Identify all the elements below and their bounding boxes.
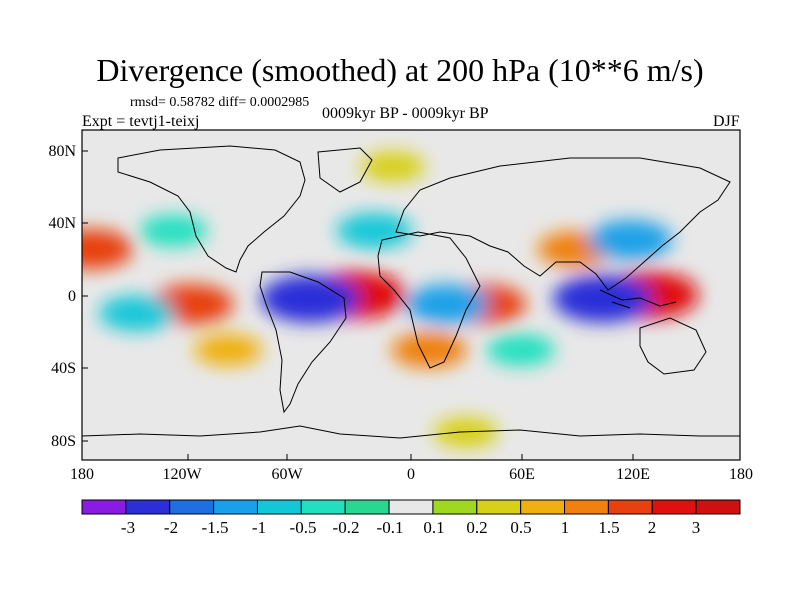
lon-label-60w: 60W (271, 466, 303, 483)
colorbar-swatch (81, 499, 127, 515)
colorbar-label: 0.5 (510, 518, 532, 537)
lat-label-80s: 80S (51, 433, 76, 450)
coastline-greenland (317, 147, 373, 193)
lat-label-40n: 40N (48, 215, 76, 232)
coastline-antarctica (82, 425, 740, 439)
coastline-eurasia (395, 157, 731, 291)
coastline-australia (639, 317, 707, 375)
colorbar-swatch (695, 499, 741, 515)
colorbar-swatch (213, 499, 258, 515)
colorbar-label: -1 (251, 518, 267, 537)
field-anomaly (194, 334, 263, 366)
lon-label-120e: 120E (616, 466, 650, 483)
colorbar-label: 2 (647, 518, 657, 537)
colorbar-swatch (388, 499, 434, 515)
colorbar-label: 1.5 (598, 518, 620, 537)
colorbar-swatch (300, 499, 346, 515)
colorbar-label: -0.5 (289, 518, 317, 537)
colorbar-label: 0.1 (423, 518, 445, 537)
field-anomaly (588, 220, 673, 260)
lon-label-0: 0 (407, 466, 415, 483)
colorbar-label: 3 (691, 518, 701, 537)
field-anomaly (98, 295, 175, 332)
experiment-label: Expt = tevtj1-teixj (82, 113, 200, 130)
field-anomaly (552, 274, 653, 323)
coastlines (82, 145, 740, 439)
field-anomaly (260, 274, 361, 323)
colorbar-label: -2 (163, 518, 179, 537)
colorbar-swatch (476, 499, 522, 515)
field-anomaly (405, 284, 490, 325)
coastline-north-america (117, 145, 306, 273)
field-anomaly (82, 229, 134, 270)
colorbar-label: -0.2 (332, 518, 360, 537)
colorbar-swatch (125, 499, 171, 515)
colorbar-swatch (564, 499, 609, 515)
field-anomaly (139, 214, 208, 247)
lat-label-80n: 80N (48, 143, 76, 160)
axis-ticks (82, 150, 634, 460)
field-anomaly (391, 332, 468, 368)
field-anomaly (336, 212, 413, 249)
colorbar-swatch (256, 499, 302, 515)
colorbar-swatch (344, 499, 390, 515)
lon-label-60e: 60E (509, 466, 535, 483)
field-anomaly (486, 334, 555, 366)
field-anomaly (360, 151, 426, 182)
stats-text: rmsd= 0.58782 diff= 0.0002985 (130, 95, 310, 110)
colorbar-label: -1.5 (201, 518, 229, 537)
colorbar-label: 0.2 (466, 518, 488, 537)
lon-label-180e: 180 (729, 466, 753, 483)
colorbar-label: -3 (120, 518, 136, 537)
colorbar-swatch (432, 499, 478, 515)
lat-label-40s: 40S (51, 360, 76, 377)
colorbar-swatch (607, 499, 653, 515)
lon-label-180w: 180 (70, 466, 94, 483)
colorbar-label: -0.1 (376, 518, 404, 537)
colorbar-swatch (651, 499, 697, 515)
field-anomaly (433, 417, 499, 448)
coastline-maritime-continent (599, 289, 677, 309)
plot-title: Divergence (smoothed) at 200 hPa (10**6 … (96, 52, 704, 88)
coastline-africa (377, 231, 481, 369)
colorbar-swatch (520, 499, 566, 515)
lat-label-0: 0 (68, 288, 76, 305)
coastline-south-america (259, 271, 347, 414)
lon-label-120w: 120W (162, 466, 202, 483)
colorbar-label: 1 (560, 518, 570, 537)
season-label: DJF (713, 113, 740, 130)
divergence-field (82, 151, 699, 448)
period-label: 0009kyr BP - 0009kyr BP (322, 105, 489, 122)
colorbar (81, 499, 741, 515)
colorbar-swatch (169, 499, 215, 515)
